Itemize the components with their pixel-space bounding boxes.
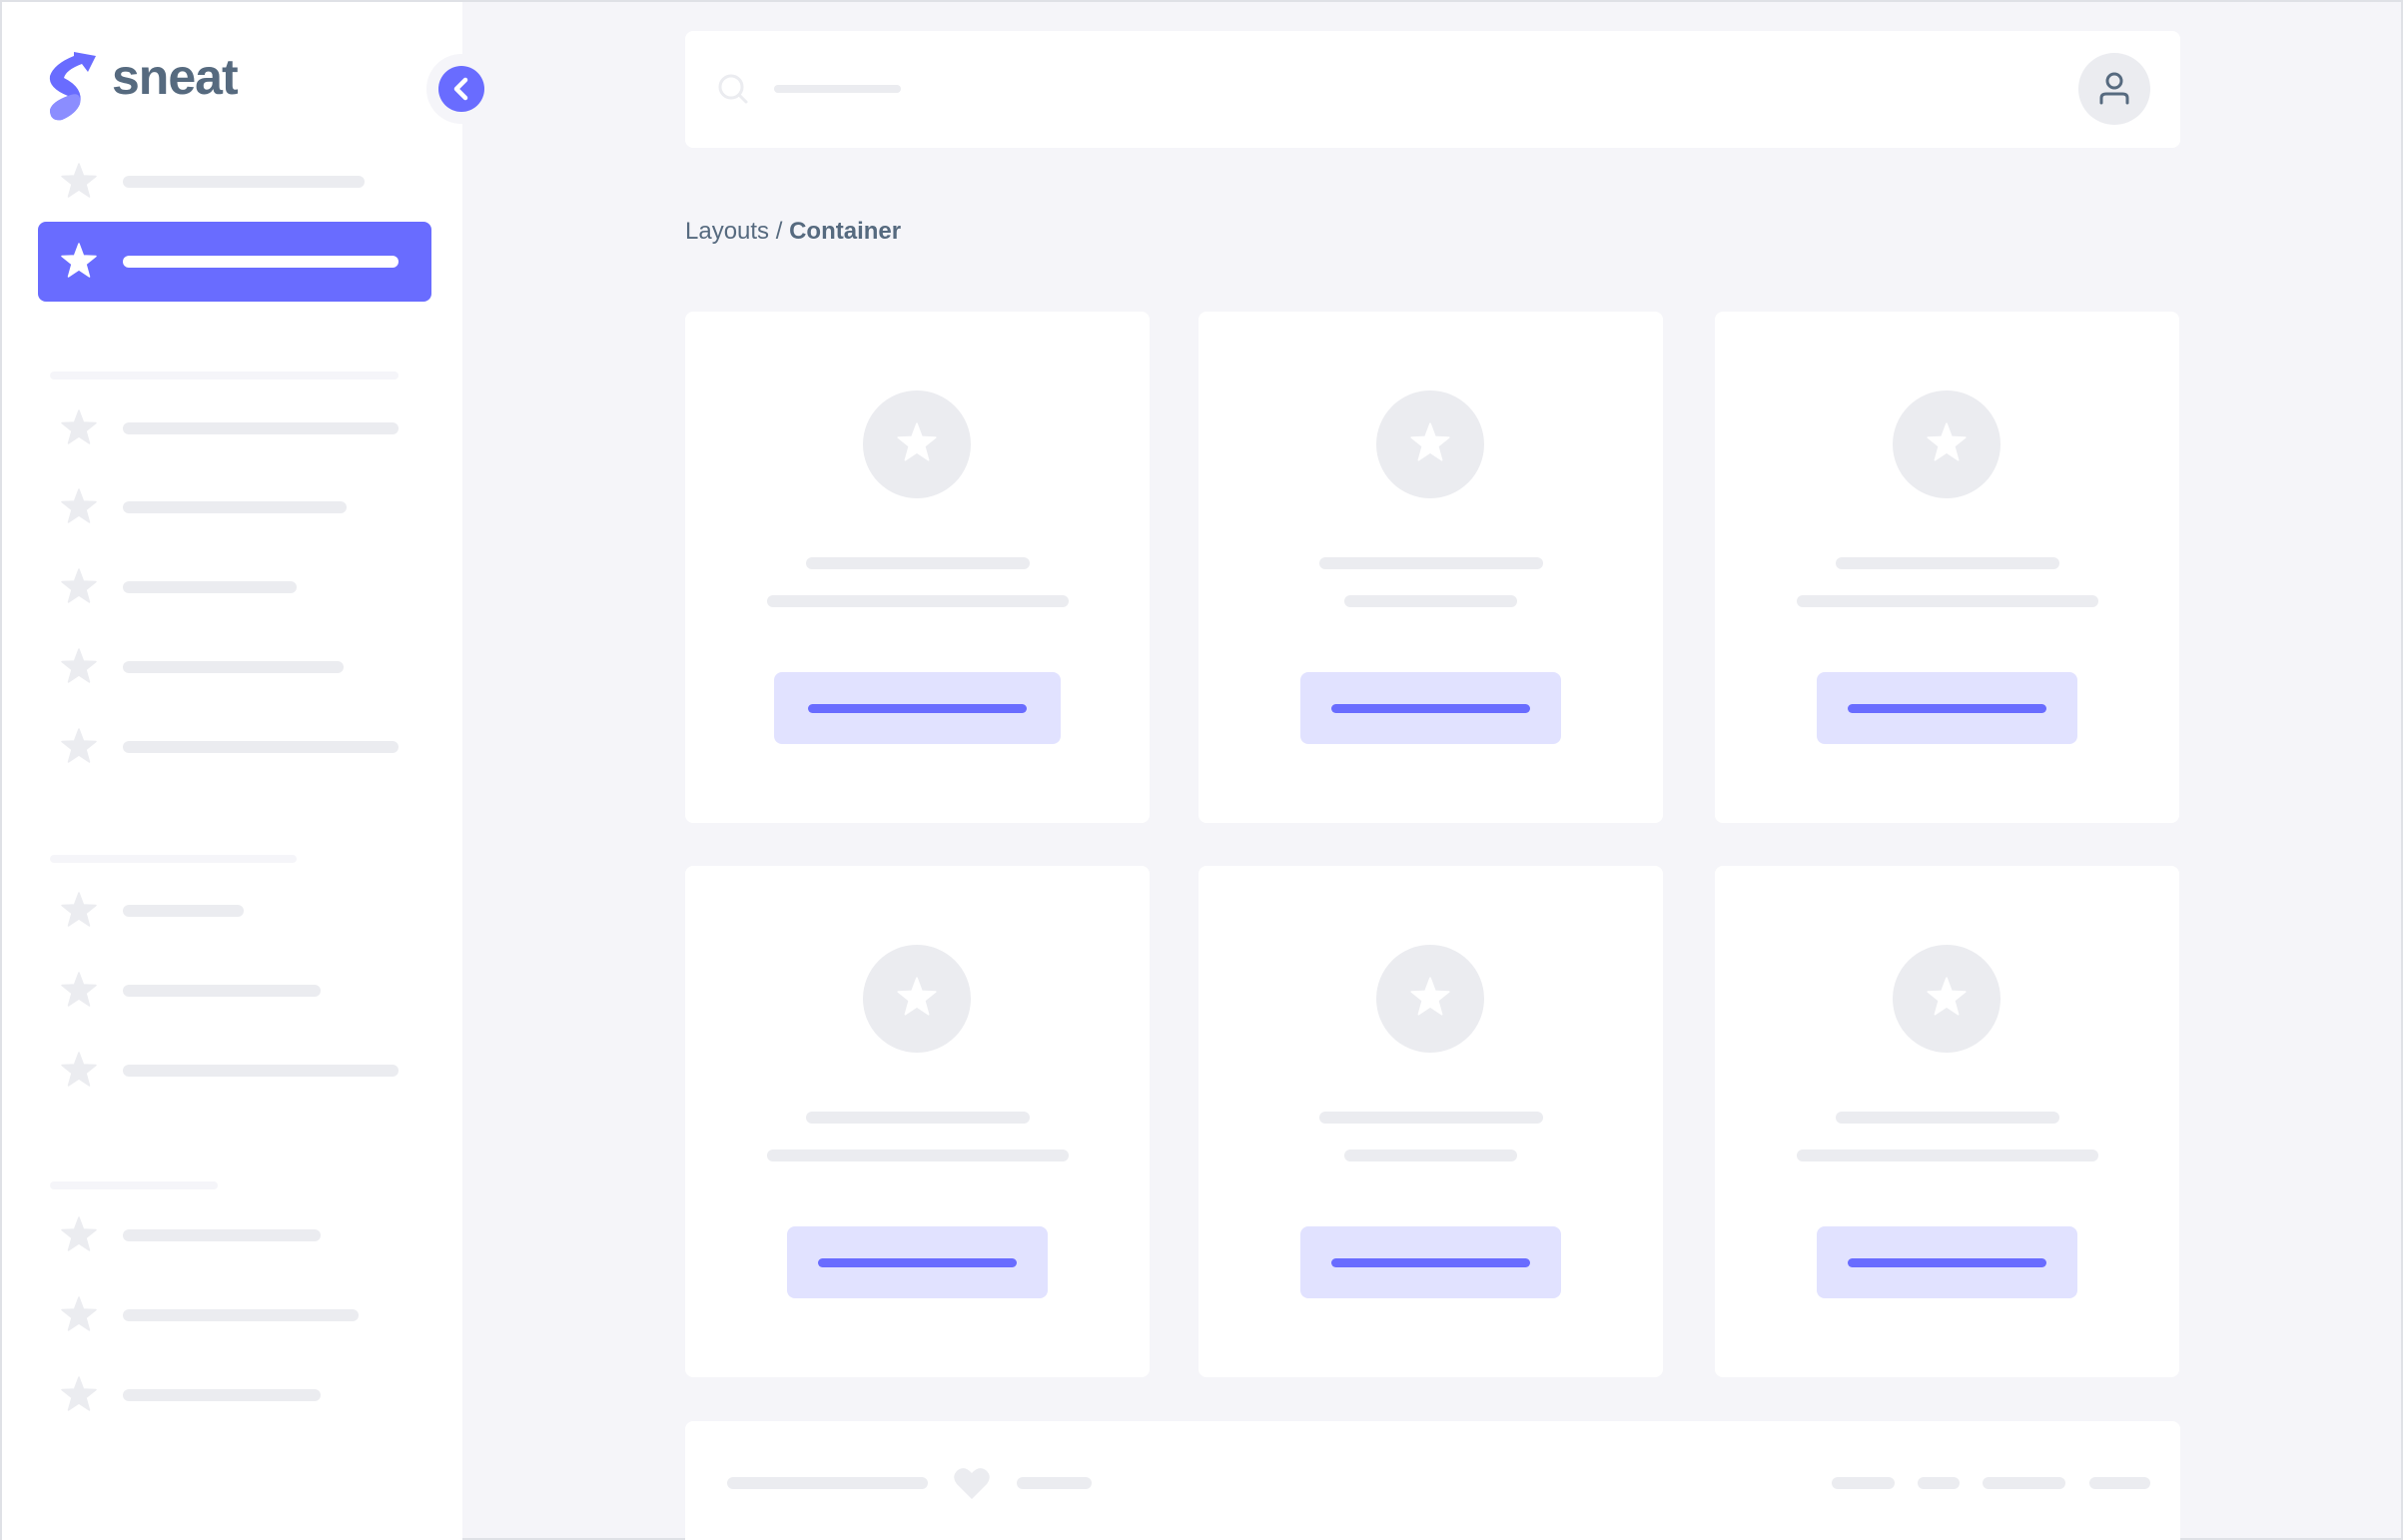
- card-icon-circle: [1376, 390, 1484, 498]
- card-title: [805, 557, 1030, 569]
- search-input[interactable]: [774, 85, 901, 93]
- card: [1199, 866, 1663, 1377]
- star-icon: [61, 1052, 97, 1087]
- sidebar-section-divider: [50, 372, 399, 380]
- star-icon: [61, 648, 97, 683]
- star-icon: [61, 409, 97, 444]
- star-icon: [61, 243, 97, 278]
- card-button[interactable]: [1817, 672, 2077, 744]
- footer-link[interactable]: [1017, 1477, 1092, 1489]
- card: [1715, 866, 2179, 1377]
- card-title: [805, 1112, 1030, 1124]
- card-button-label: [808, 704, 1027, 713]
- card-text: [766, 1150, 1069, 1161]
- card-icon-circle: [863, 945, 971, 1053]
- search-icon: [718, 74, 748, 104]
- sidebar-item-label: [123, 501, 347, 513]
- card-text: [1344, 1150, 1517, 1161]
- sidebar-item-label: [123, 1389, 321, 1401]
- sidebar-section-divider: [50, 1181, 218, 1189]
- card: [685, 312, 1150, 823]
- breadcrumb-separator: /: [775, 218, 783, 245]
- star-icon: [1927, 422, 1967, 461]
- card-button-label: [1848, 1258, 2046, 1267]
- card-title: [1318, 1112, 1543, 1124]
- card-icon-circle: [1893, 945, 2001, 1053]
- sidebar-item-label: [123, 1065, 399, 1077]
- breadcrumb: Layouts / Container: [685, 218, 901, 246]
- card-button[interactable]: [774, 672, 1061, 744]
- card-text: [1796, 595, 2098, 607]
- star-icon: [897, 977, 937, 1016]
- sidebar-item-label: [123, 422, 399, 434]
- collapse-sidebar-button[interactable]: [426, 54, 496, 124]
- footer-link[interactable]: [1832, 1477, 1895, 1489]
- star-icon: [897, 422, 937, 461]
- star-icon: [61, 1376, 97, 1411]
- star-icon: [61, 1216, 97, 1251]
- footer: [685, 1421, 2180, 1540]
- card-text: [1344, 595, 1517, 607]
- card-button-label: [1848, 704, 2046, 713]
- card-title: [1835, 1112, 2059, 1124]
- card-icon-circle: [863, 390, 971, 498]
- card-icon-circle: [1893, 390, 2001, 498]
- logo-text: sneat: [112, 49, 239, 105]
- card: [685, 866, 1150, 1377]
- sidebar-section-divider: [50, 855, 297, 863]
- card: [1199, 312, 1663, 823]
- star-icon: [61, 1296, 97, 1331]
- sidebar-item-label: [123, 256, 399, 268]
- breadcrumb-current: Container: [789, 218, 902, 245]
- footer-link[interactable]: [2089, 1477, 2150, 1489]
- card-icon-circle: [1376, 945, 1484, 1053]
- card: [1715, 312, 2179, 823]
- sidebar-item-label: [123, 1229, 321, 1241]
- sidebar-item-label: [123, 905, 244, 917]
- card-button[interactable]: [1300, 672, 1561, 744]
- star-icon: [61, 568, 97, 603]
- heart-icon: [954, 1468, 990, 1499]
- breadcrumb-parent[interactable]: Layouts: [685, 218, 770, 245]
- card-button[interactable]: [787, 1226, 1048, 1298]
- sidebar: sneat: [2, 2, 496, 1540]
- sidebar-item-label: [123, 985, 321, 997]
- card-button[interactable]: [1300, 1226, 1561, 1298]
- card-title: [1835, 557, 2059, 569]
- user-icon: [2099, 72, 2129, 105]
- footer-link[interactable]: [1983, 1477, 2065, 1489]
- user-avatar[interactable]: [2078, 53, 2150, 125]
- sidebar-item-label: [123, 1309, 359, 1321]
- star-icon: [61, 892, 97, 927]
- star-icon: [1927, 977, 1967, 1016]
- star-icon: [61, 728, 97, 763]
- logo-icon: [49, 52, 96, 121]
- star-icon: [1410, 422, 1450, 461]
- card-button-label: [1331, 1258, 1530, 1267]
- footer-link[interactable]: [1918, 1477, 1960, 1489]
- card-text: [1796, 1150, 2098, 1161]
- sidebar-item-label: [123, 741, 399, 753]
- sidebar-item-label: [123, 176, 365, 188]
- star-icon: [61, 488, 97, 523]
- card-text: [766, 595, 1069, 607]
- card-button[interactable]: [1817, 1226, 2077, 1298]
- star-icon: [61, 163, 97, 198]
- card-title: [1318, 557, 1543, 569]
- star-icon: [1410, 977, 1450, 1016]
- navbar: [685, 31, 2180, 148]
- card-button-label: [818, 1258, 1017, 1267]
- sidebar-item-label: [123, 581, 297, 593]
- footer-text: [727, 1477, 928, 1489]
- sidebar-item-label: [123, 661, 344, 673]
- chevron-left-icon: [453, 77, 468, 101]
- card-button-label: [1331, 704, 1530, 713]
- star-icon: [61, 972, 97, 1007]
